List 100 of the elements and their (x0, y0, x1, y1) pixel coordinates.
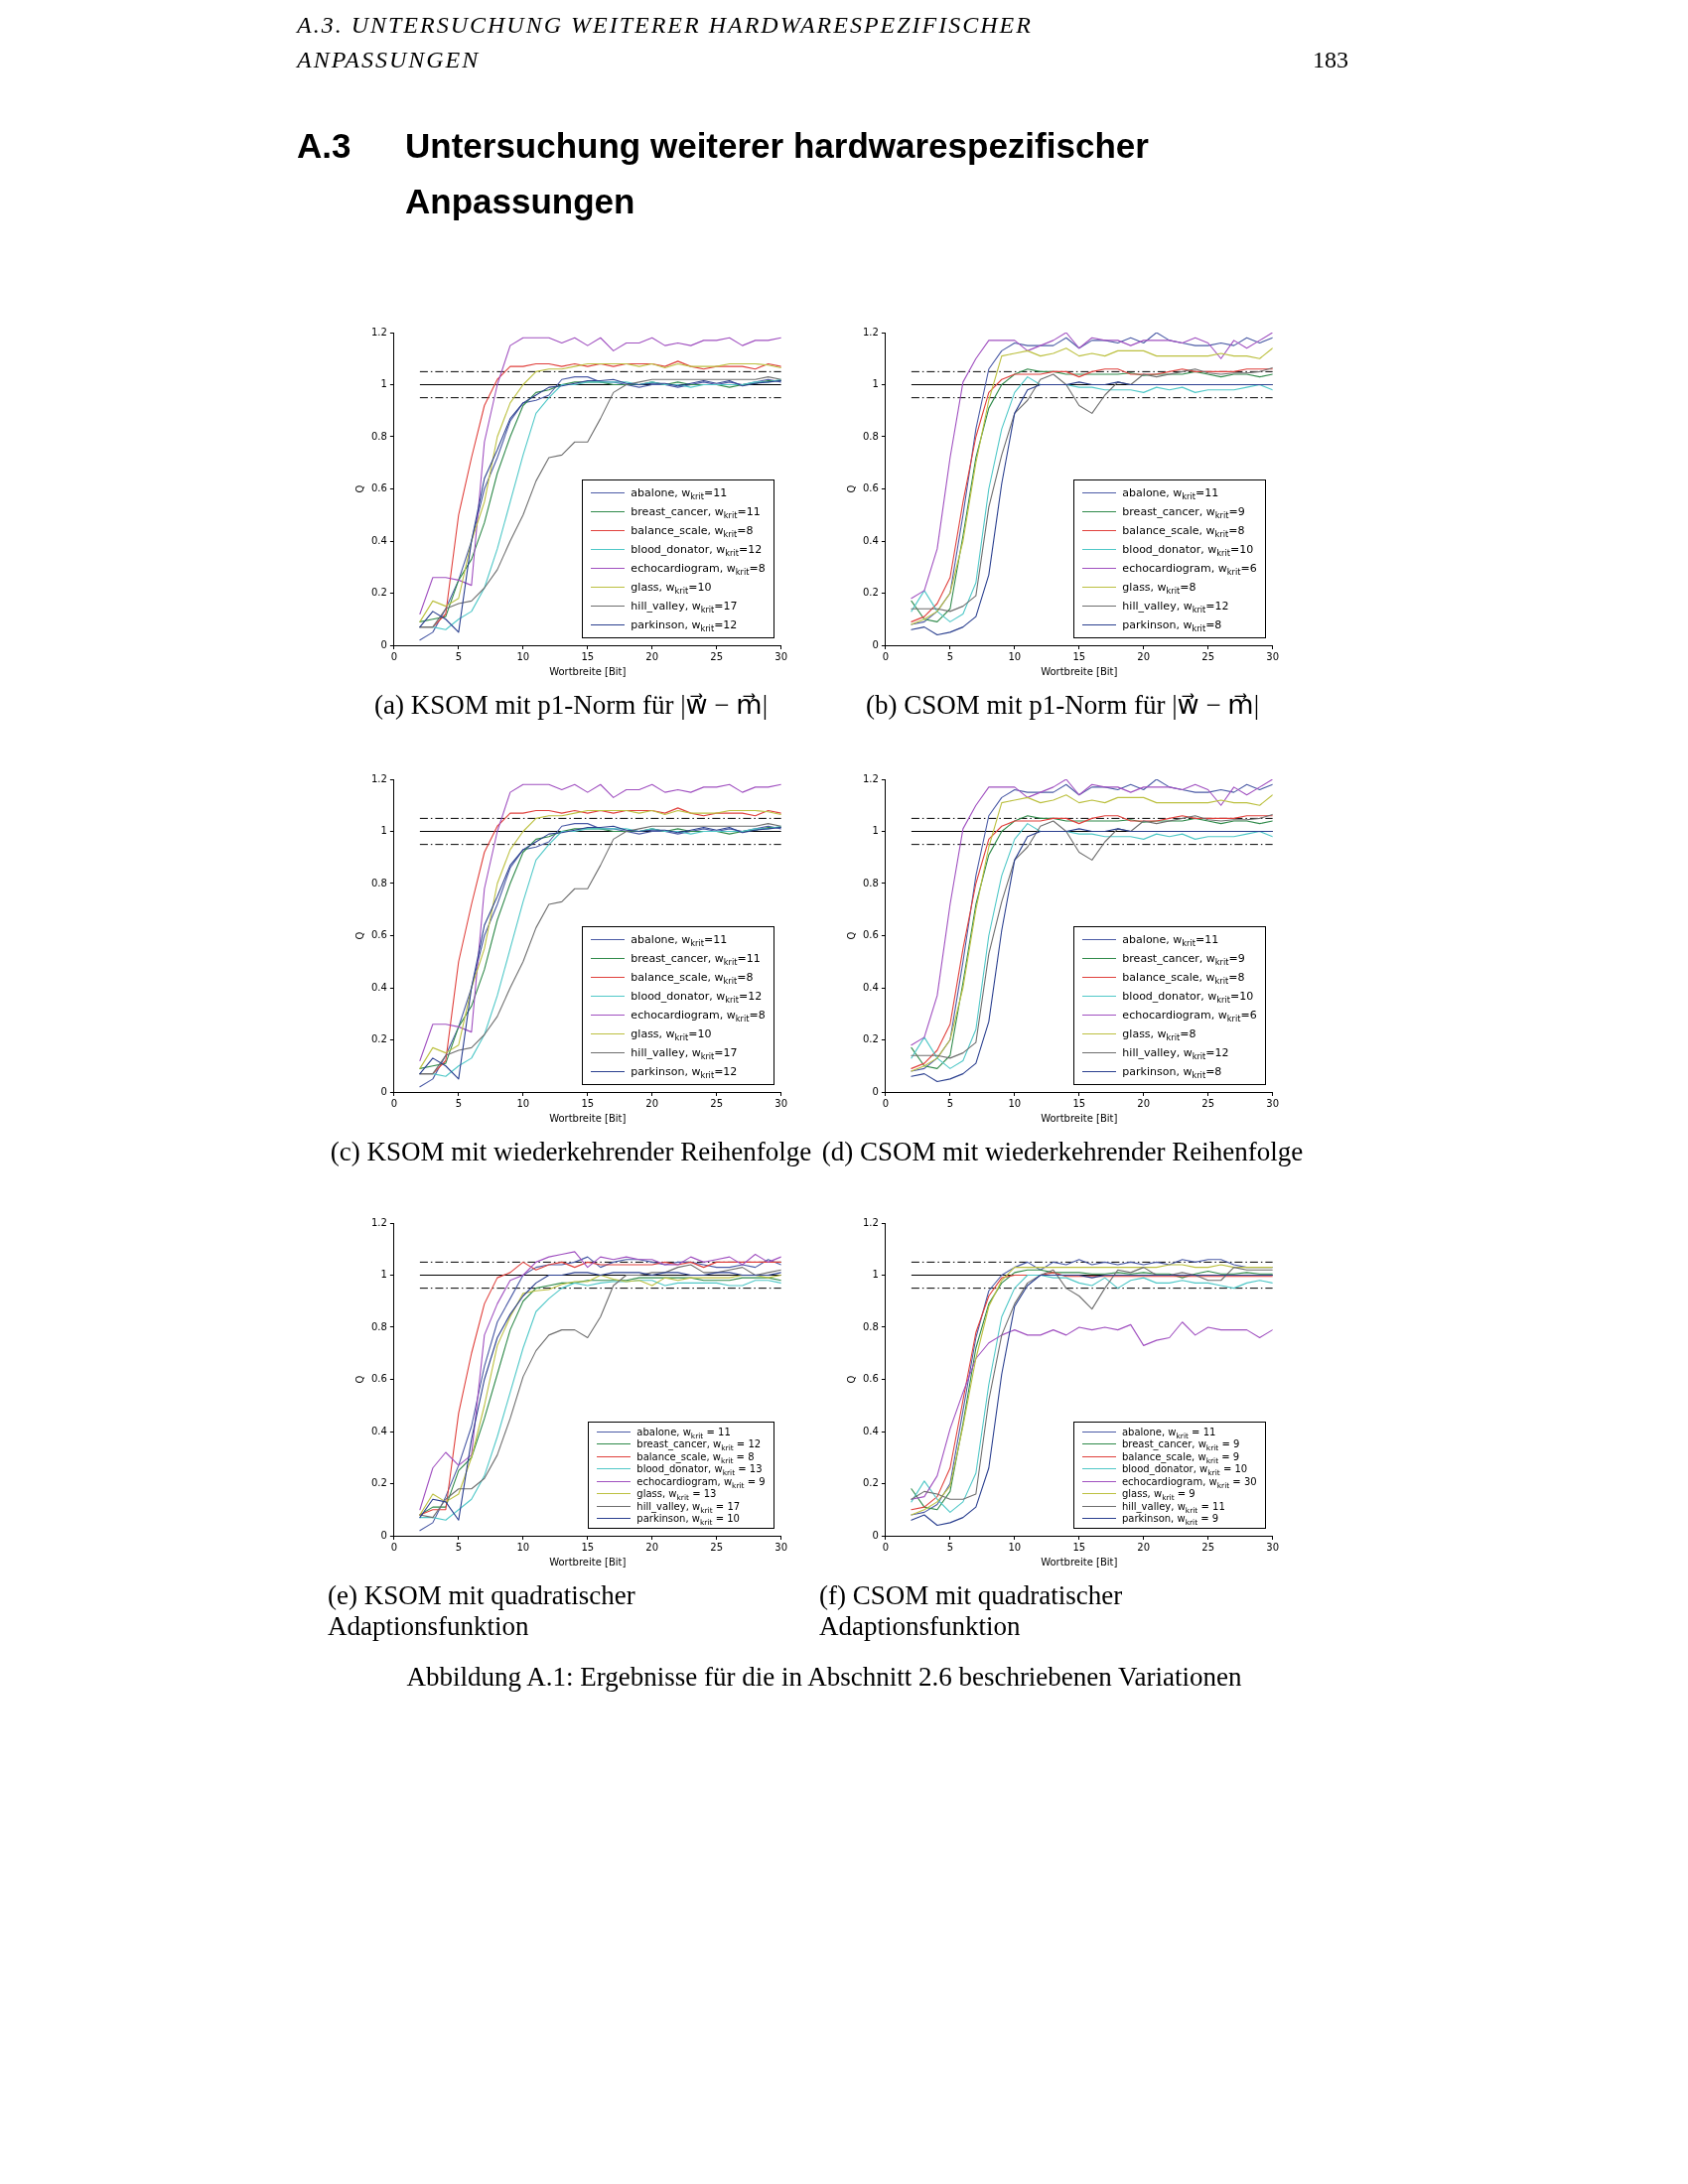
legend-label: blood_donator, w$_{krit}$=10 (1122, 543, 1254, 558)
x-tick-label: 30 (774, 1541, 787, 1553)
x-tick-label: 5 (455, 650, 463, 662)
y-tick-label: 0.8 (371, 877, 387, 888)
x-tick-label: 15 (1072, 650, 1086, 662)
x-tick-label: 20 (645, 1097, 659, 1109)
legend-label: parkinson, w$_{krit}$ = 10 (636, 1513, 740, 1528)
y-axis-title: Q (353, 484, 365, 493)
y-tick-label: 0.2 (863, 1033, 879, 1045)
legend-label: parkinson, w$_{krit}$=8 (1122, 618, 1222, 633)
legend-label: breast_cancer, w$_{krit}$=9 (1122, 505, 1245, 520)
text: (a) KSOM mit p1-Norm für |w⃗ − m⃗| (373, 690, 769, 721)
y-tick-label: 1.2 (863, 772, 879, 784)
y-axis-title: Q (845, 1375, 857, 1384)
y-tick-label: 0.8 (371, 1320, 387, 1332)
text: A.3. UNTERSUCHUNG WEITERER HARDWARESPEZIFISCHER ANPASSUNGEN (297, 11, 1034, 74)
legend-label: balance_scale, w$_{krit}$ = 9 (1121, 1450, 1240, 1465)
legend-label: echocardiogram, w$_{krit}$=6 (1122, 562, 1257, 577)
x-tick-label: 0 (390, 1097, 398, 1109)
y-tick-label: 0 (872, 1529, 879, 1541)
legend-label: glass, w$_{krit}$=10 (631, 581, 712, 596)
legend-label: abalone, w$_{krit}$=11 (631, 933, 728, 948)
y-tick-label: 0.4 (863, 981, 879, 993)
y-tick-label: 0.6 (863, 482, 879, 494)
legend-label: breast_cancer, w$_{krit}$ = 9 (1121, 1438, 1240, 1453)
y-tick-label: 1 (872, 825, 879, 837)
text: Untersuchung weiterer hardwarespezifischer Anpassungen (405, 125, 1150, 222)
text: (b) CSOM mit p1-Norm für |w⃗ − m⃗| (865, 690, 1260, 721)
legend-label: abalone, w$_{krit}$ = 11 (636, 1426, 731, 1440)
y-axis-title: Q (353, 931, 365, 940)
y-tick-label: 0 (380, 1085, 387, 1097)
x-tick-label: 25 (1201, 1097, 1215, 1109)
y-tick-label: 0.8 (863, 430, 879, 442)
y-tick-label: 0.4 (371, 534, 387, 546)
x-tick-label: 30 (1266, 1541, 1279, 1553)
x-tick-label: 5 (946, 1097, 954, 1109)
text: (f) CSOM mit quadratischer Adaptionsfunktion (819, 1580, 1124, 1642)
x-tick-label: 0 (882, 650, 890, 662)
legend-label: balance_scale, w$_{krit}$=8 (1122, 524, 1245, 539)
y-axis-title: Q (845, 484, 857, 493)
x-tick-label: 25 (1201, 650, 1215, 662)
y-tick-label: 0 (872, 1085, 879, 1097)
x-axis-title: Wortbreite [Bit] (549, 1556, 627, 1568)
legend-label: hill_valley, w$_{krit}$=17 (631, 600, 738, 614)
text: (d) CSOM mit wiederkehrender Reihenfolge (821, 1137, 1304, 1167)
legend-label: abalone, w$_{krit}$=11 (1122, 933, 1219, 948)
x-tick-label: 30 (774, 650, 787, 662)
y-tick-label: 1 (380, 825, 387, 837)
legend-label: breast_cancer, w$_{krit}$=9 (1122, 952, 1245, 967)
legend-label: parkinson, w$_{krit}$ = 9 (1121, 1513, 1219, 1528)
x-tick-label: 25 (710, 650, 724, 662)
y-tick-label: 1 (380, 1269, 387, 1281)
legend-label: glass, w$_{krit}$=8 (1122, 1027, 1196, 1042)
y-tick-label: 0.2 (371, 587, 387, 599)
legend-label: blood_donator, w$_{krit}$=12 (631, 990, 763, 1005)
x-tick-label: 10 (1008, 650, 1022, 662)
legend-label: breast_cancer, w$_{krit}$=11 (631, 505, 761, 520)
x-axis-title: Wortbreite [Bit] (1041, 1556, 1118, 1568)
y-tick-label: 0.2 (863, 1477, 879, 1489)
y-tick-label: 0.6 (371, 1373, 387, 1385)
y-tick-label: 0.6 (371, 482, 387, 494)
text: 183 (1313, 46, 1348, 74)
legend-label: echocardiogram, w$_{krit}$=8 (631, 1009, 766, 1024)
legend-label: echocardiogram, w$_{krit}$ = 9 (636, 1475, 766, 1490)
legend-label: hill_valley, w$_{krit}$=12 (1122, 1046, 1229, 1061)
legend-label: abalone, w$_{krit}$=11 (1122, 486, 1219, 501)
y-axis-title: Q (845, 931, 857, 940)
x-axis-title: Wortbreite [Bit] (549, 665, 627, 677)
x-axis-title: Wortbreite [Bit] (1041, 1112, 1118, 1124)
y-tick-label: 0.6 (863, 929, 879, 941)
y-tick-label: 0.8 (371, 430, 387, 442)
y-tick-label: 0.8 (863, 1320, 879, 1332)
y-tick-label: 0.4 (863, 534, 879, 546)
x-tick-label: 20 (1137, 650, 1151, 662)
x-tick-label: 10 (516, 650, 530, 662)
x-tick-label: 10 (516, 1097, 530, 1109)
legend-label: abalone, w$_{krit}$=11 (631, 486, 728, 501)
y-tick-label: 0 (872, 638, 879, 650)
x-tick-label: 0 (390, 1541, 398, 1553)
text: (e) KSOM mit quadratischer Adaptionsfunktion (328, 1580, 636, 1642)
text: Abbildung A.1: Ergebnisse für die in Abschnitt 2.6 beschriebenen Variationen (405, 1661, 1243, 1694)
x-tick-label: 20 (1137, 1097, 1151, 1109)
y-tick-label: 1 (872, 378, 879, 390)
x-tick-label: 5 (455, 1097, 463, 1109)
legend-label: hill_valley, w$_{krit}$=12 (1122, 600, 1229, 614)
x-tick-label: 10 (1008, 1097, 1022, 1109)
text: A.3 (297, 125, 352, 167)
y-tick-label: 0.6 (863, 1373, 879, 1385)
y-tick-label: 0 (380, 1529, 387, 1541)
x-axis-title: Wortbreite [Bit] (549, 1112, 627, 1124)
x-tick-label: 15 (1072, 1097, 1086, 1109)
y-tick-label: 1 (872, 1269, 879, 1281)
legend-label: blood_donator, w$_{krit}$=12 (631, 543, 763, 558)
x-tick-label: 0 (882, 1097, 890, 1109)
y-tick-label: 0.2 (371, 1477, 387, 1489)
x-tick-label: 25 (710, 1541, 724, 1553)
legend-label: echocardiogram, w$_{krit}$=8 (631, 562, 766, 577)
x-tick-label: 5 (946, 1541, 954, 1553)
x-tick-label: 15 (581, 1541, 595, 1553)
x-tick-label: 5 (946, 650, 954, 662)
